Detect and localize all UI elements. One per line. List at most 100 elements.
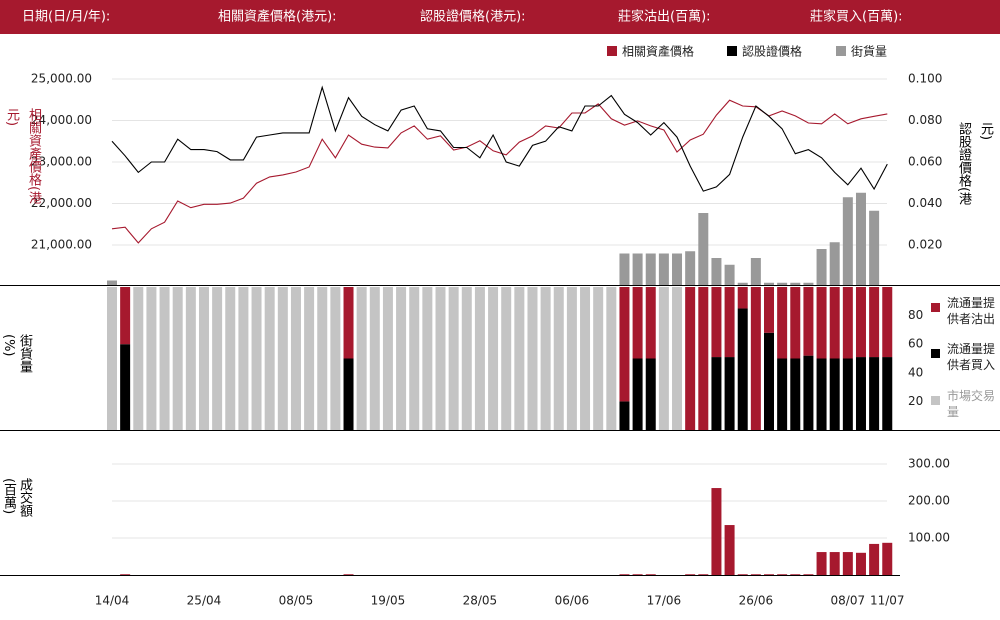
legend-label: 相關資產價格 bbox=[622, 44, 694, 59]
outstanding-bar bbox=[672, 253, 683, 285]
line bbox=[111, 99, 888, 244]
stacked-bar bbox=[645, 287, 656, 359]
stacked-bar bbox=[606, 287, 617, 430]
y-axis-label: 成交額(百萬) bbox=[1, 478, 32, 517]
y2-tick-label: 0.080 bbox=[908, 113, 942, 127]
stacked-bar bbox=[619, 287, 630, 402]
legend-label: 認股證價格 bbox=[742, 44, 802, 59]
bar bbox=[632, 574, 643, 575]
legend-swatch bbox=[931, 349, 940, 358]
stacked-bar bbox=[488, 287, 499, 430]
stacked-bar bbox=[251, 287, 262, 430]
stacked-bar bbox=[474, 287, 485, 430]
outstanding-bar bbox=[869, 210, 880, 285]
stacked-bar bbox=[882, 357, 893, 430]
x-tick-label: 26/06 bbox=[739, 594, 774, 608]
stacked-bar bbox=[737, 308, 748, 430]
stacked-bar bbox=[672, 287, 683, 430]
outstanding-bar bbox=[829, 242, 840, 285]
y-tick-label: 23,000.00 bbox=[31, 155, 92, 169]
legend-swatch bbox=[836, 46, 846, 56]
stacked-bar bbox=[343, 287, 354, 359]
stacked-bar bbox=[882, 287, 893, 358]
bar bbox=[645, 574, 656, 575]
header-label: 莊家買入(百萬): bbox=[810, 9, 903, 25]
stacked-bar bbox=[369, 287, 380, 430]
stacked-bar bbox=[842, 358, 853, 430]
stacked-bar bbox=[212, 287, 223, 430]
stacked-bar bbox=[737, 287, 748, 309]
y-tick-label: 24,000.00 bbox=[31, 113, 92, 127]
y2-tick-label: 0.100 bbox=[908, 72, 942, 86]
stacked-bar bbox=[829, 358, 840, 430]
stacked-bar bbox=[593, 287, 604, 430]
header-label: 日期(日/月/年): bbox=[22, 10, 110, 25]
legend-label: 街貨量 bbox=[851, 44, 887, 59]
header-label: 相關資產價格(港元): bbox=[218, 9, 337, 25]
y2-axis-label: 認股證價格(港元) bbox=[956, 122, 993, 206]
bar bbox=[750, 574, 761, 575]
stacked-bar bbox=[198, 287, 209, 430]
outstanding-bar bbox=[632, 253, 643, 285]
stacked-bar bbox=[159, 287, 170, 430]
stacked-bar bbox=[816, 287, 827, 359]
legend-swatch bbox=[607, 46, 617, 56]
outstanding-bar bbox=[803, 282, 814, 285]
stacked-bar bbox=[185, 287, 196, 430]
stacked-bar bbox=[409, 287, 420, 430]
bar bbox=[790, 574, 801, 575]
y2-tick-label: 0.020 bbox=[908, 238, 942, 252]
stacked-bar bbox=[632, 287, 643, 359]
x-tick-label: 08/05 bbox=[279, 594, 314, 608]
legend-swatch bbox=[931, 303, 940, 312]
bar bbox=[842, 552, 853, 575]
stacked-bar bbox=[711, 287, 722, 358]
stacked-bar bbox=[146, 287, 157, 430]
stacked-bar bbox=[356, 287, 367, 430]
y-tick-label: 100.00 bbox=[908, 531, 950, 545]
bar bbox=[803, 574, 814, 575]
bar bbox=[685, 574, 696, 575]
stacked-bar bbox=[869, 357, 880, 430]
outstanding-bar bbox=[698, 213, 709, 285]
outstanding-bar bbox=[107, 280, 117, 285]
stacked-bar bbox=[264, 287, 275, 430]
stacked-bar bbox=[724, 287, 735, 358]
stacked-bar bbox=[422, 287, 433, 430]
stacked-bar bbox=[645, 358, 656, 430]
bar bbox=[869, 543, 880, 575]
y-tick-label: 200.00 bbox=[908, 494, 950, 508]
stacked-bar bbox=[632, 358, 643, 430]
stacked-bar bbox=[658, 287, 669, 430]
stacked-bar bbox=[317, 287, 328, 430]
legend-label: 流通量提供者買入 bbox=[947, 342, 996, 372]
stacked-bar bbox=[172, 287, 183, 430]
stacked-bar bbox=[330, 287, 341, 430]
y-axis-label: 相關資產價格(港元) bbox=[4, 108, 41, 205]
header-bar bbox=[0, 0, 1000, 34]
y-tick-label: 80 bbox=[908, 308, 923, 322]
outstanding-bar bbox=[658, 253, 669, 285]
x-tick-label: 28/05 bbox=[463, 594, 498, 608]
stacked-bar bbox=[304, 287, 315, 430]
stacked-bar bbox=[277, 287, 288, 430]
header-label: 莊家沽出(百萬): bbox=[618, 9, 711, 25]
bar bbox=[737, 574, 748, 575]
y2-tick-label: 0.040 bbox=[908, 196, 942, 210]
y-tick-label: 22,000.00 bbox=[31, 196, 92, 210]
stacked-bar bbox=[225, 287, 236, 430]
stacked-bar bbox=[527, 287, 538, 430]
x-tick-label: 25/04 bbox=[187, 594, 222, 608]
stacked-bar bbox=[566, 287, 577, 430]
y-tick-label: 40 bbox=[908, 365, 923, 379]
outstanding-bar bbox=[711, 258, 722, 285]
stacked-bar bbox=[580, 287, 591, 430]
y-tick-label: 20 bbox=[908, 394, 923, 408]
stacked-bar bbox=[501, 287, 512, 430]
stacked-bar bbox=[829, 287, 840, 359]
stacked-bar bbox=[435, 287, 446, 430]
x-tick-label: 08/07 bbox=[831, 594, 866, 608]
y2-tick-label: 0.060 bbox=[908, 155, 942, 169]
stacked-bar bbox=[803, 287, 814, 356]
